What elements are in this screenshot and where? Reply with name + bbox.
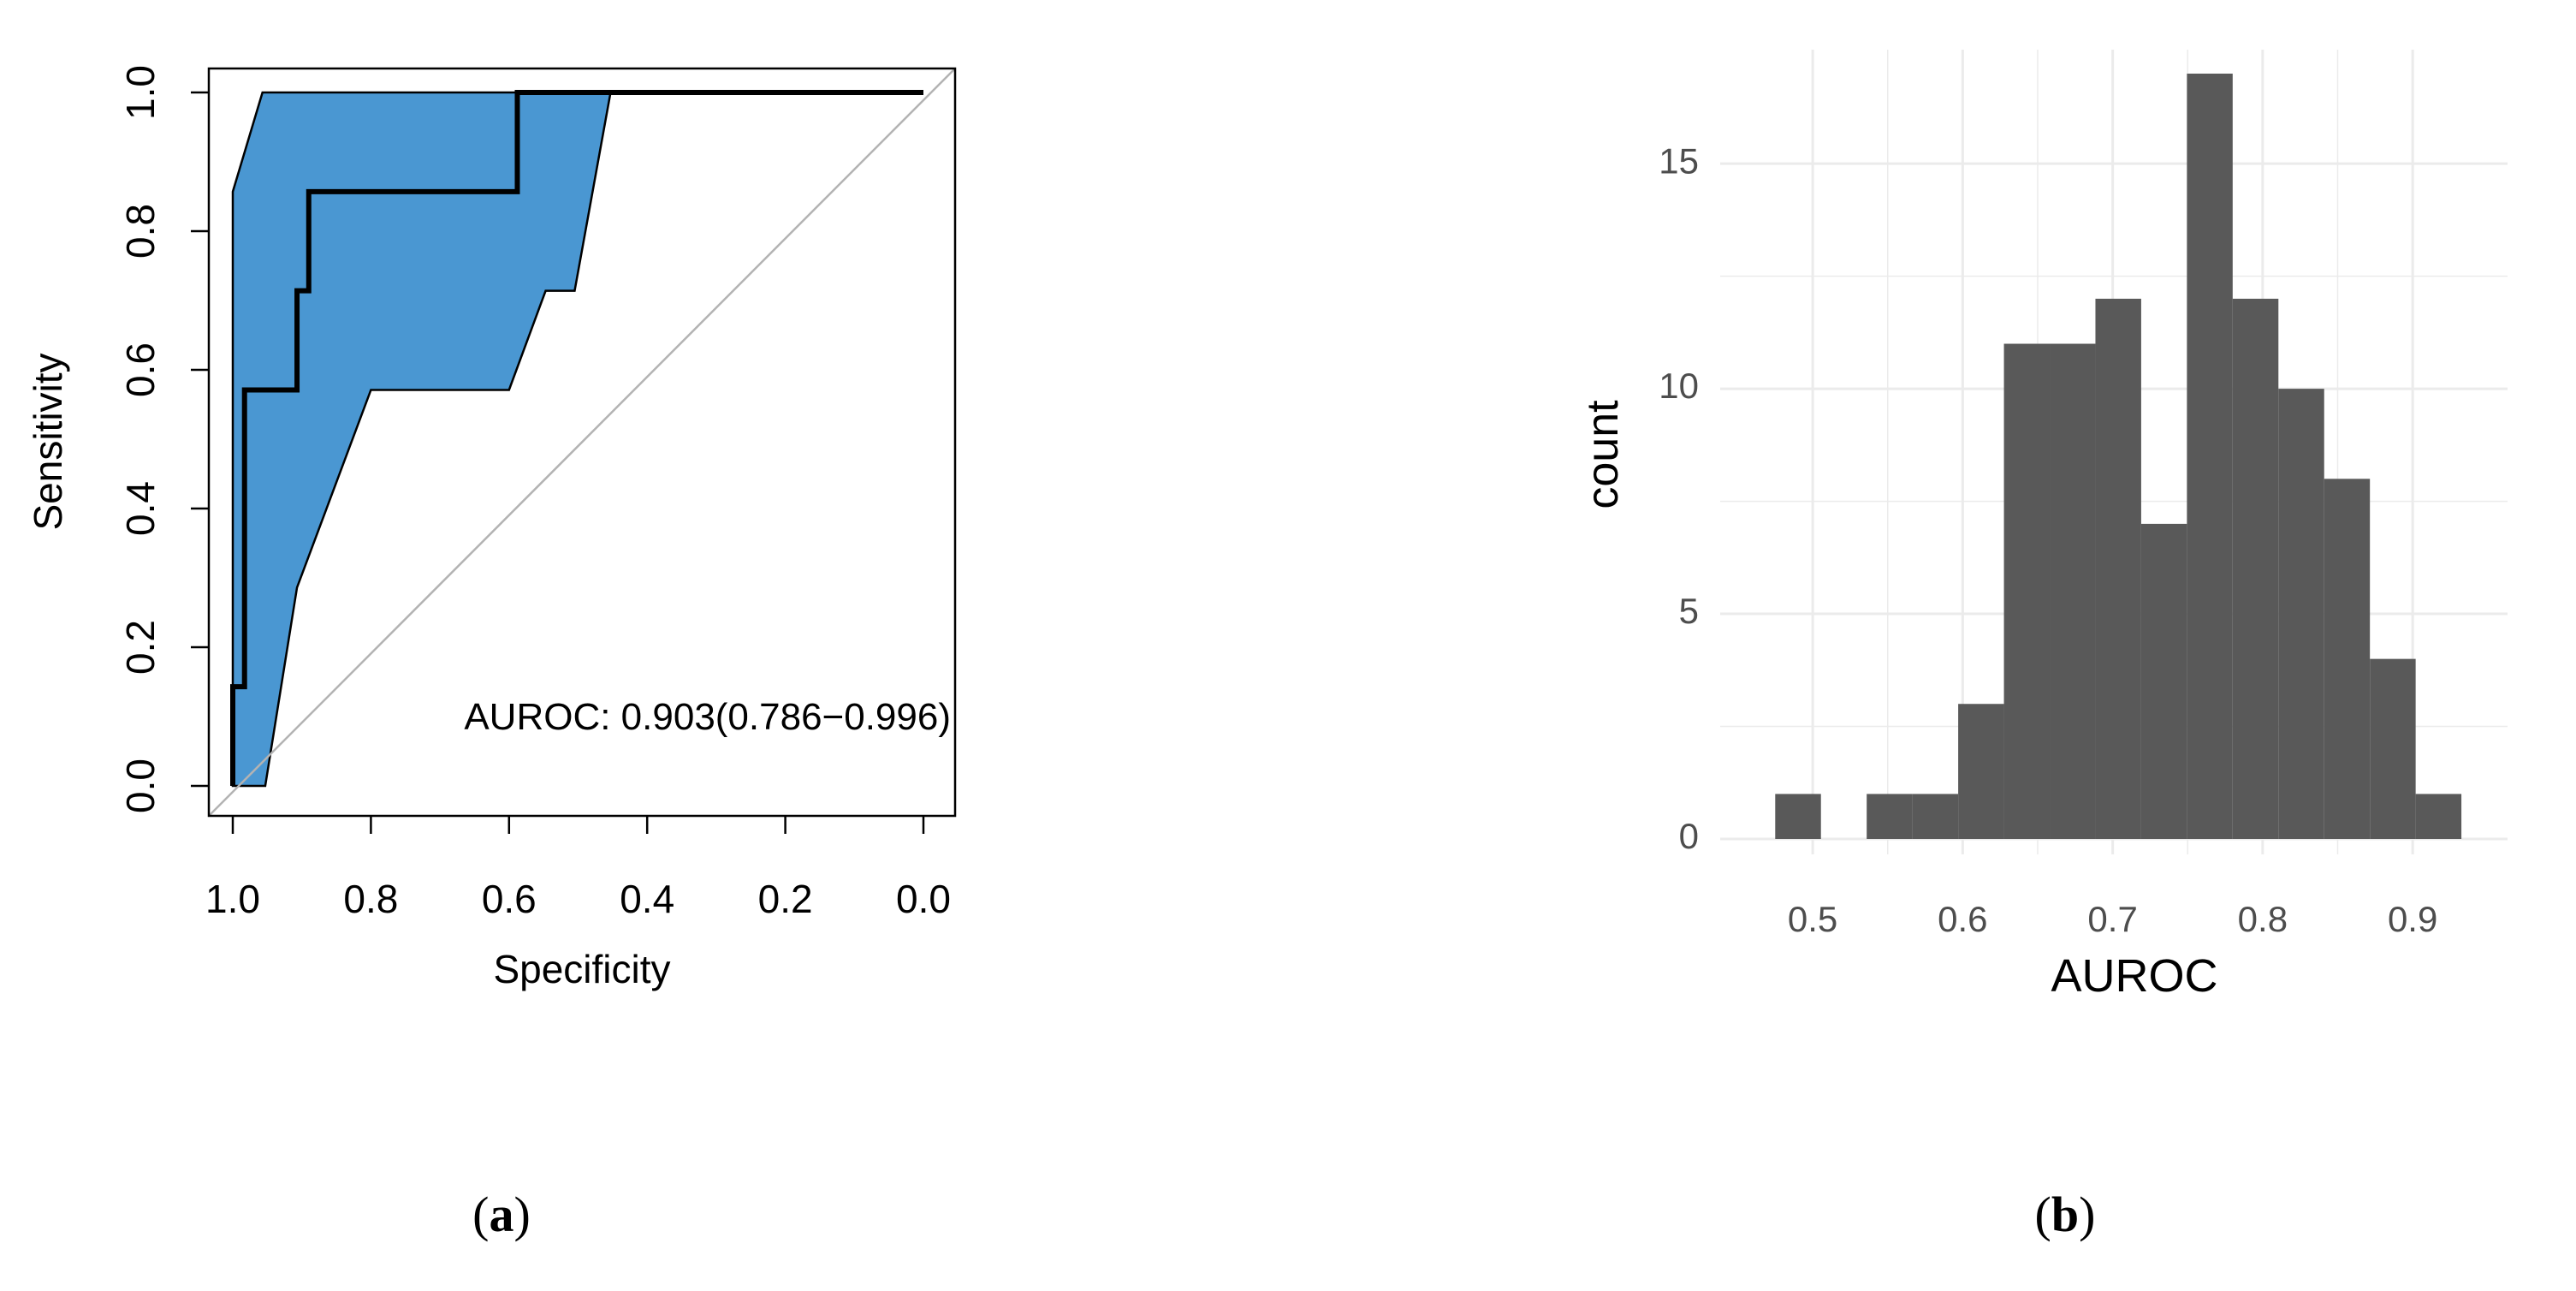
histogram-bar [2140, 523, 2187, 839]
roc-curve-line [230, 90, 923, 786]
histogram-bar [1775, 794, 1821, 839]
histogram-bar [1958, 704, 2004, 839]
roc-x-tick-label: 0.6 [482, 877, 537, 921]
histogram-y-tick-label: 15 [1659, 140, 1699, 181]
histogram-bar [2278, 389, 2324, 839]
roc-y-tick-label: 0.4 [118, 481, 163, 536]
panel-b-label-letter: b [2051, 1187, 2079, 1242]
histogram-axes: 0.5 0.6 0.7 0.8 0.9 0 5 10 15 [1659, 140, 2437, 939]
roc-chart: 1.0 0.8 0.6 0.4 0.2 0.0 0.0 0.2 0.4 0.6 0.8 1.0 Spe… [26, 65, 957, 991]
histogram-y-tick-label: 10 [1659, 366, 1699, 406]
roc-curve-layer [230, 90, 923, 786]
roc-y-tick-label: 0.6 [118, 342, 163, 397]
histogram-x-tick-label: 0.8 [2238, 899, 2288, 939]
histogram-bar [1867, 794, 1913, 839]
histogram-bar [2095, 298, 2141, 839]
roc-x-tick-label: 0.4 [620, 877, 674, 921]
panel-b-label-close: ) [2079, 1187, 2095, 1242]
histogram-bar [2003, 343, 2051, 839]
histogram-bars [1775, 74, 2462, 839]
roc-x-tick-label: 1.0 [205, 877, 260, 921]
histogram-bar [2370, 658, 2416, 839]
histogram-bar [1912, 794, 1959, 839]
roc-y-axis-title: Sensitivity [26, 353, 70, 530]
roc-y-tick-label: 0.0 [118, 759, 163, 813]
panel-a-label-open: ( [472, 1187, 489, 1242]
roc-x-tick-label: 0.0 [896, 877, 951, 921]
histogram-bar [2415, 794, 2462, 839]
histogram-bar [2050, 343, 2096, 839]
panel-b-label: (b) [2035, 1187, 2096, 1242]
panel-a-label: (a) [472, 1187, 531, 1242]
reference-diagonal [208, 68, 956, 817]
panel-b-label-open: ( [2035, 1187, 2051, 1242]
reference-line-layer [208, 68, 956, 817]
roc-x-tick-label: 0.8 [343, 877, 398, 921]
roc-x-axis-title: Specificity [493, 947, 670, 991]
panel-a-label-close: ) [514, 1187, 531, 1242]
histogram-y-tick-label: 0 [1679, 816, 1699, 856]
histogram-bar [2324, 479, 2371, 839]
histogram-bar [2187, 74, 2233, 839]
histogram-y-axis-title: count [1578, 400, 1628, 509]
roc-plot-box [207, 67, 957, 818]
roc-x-tick-label: 0.2 [758, 877, 813, 921]
roc-axes: 1.0 0.8 0.6 0.4 0.2 0.0 0.0 0.2 0.4 0.6 0.8 1.0 [118, 65, 951, 921]
roc-y-tick-label: 0.8 [118, 204, 163, 259]
histogram-x-tick-label: 0.7 [2087, 899, 2137, 939]
histogram-x-tick-label: 0.9 [2388, 899, 2437, 939]
histogram-x-axis-title: AUROC [2051, 950, 2217, 1002]
histogram-bar [2232, 298, 2279, 839]
roc-y-tick-label: 1.0 [118, 65, 163, 120]
histogram-x-tick-label: 0.6 [1938, 899, 1987, 939]
histogram-x-tick-label: 0.5 [1788, 899, 1837, 939]
roc-y-tick-label: 0.2 [118, 620, 163, 675]
histogram-y-tick-label: 5 [1679, 591, 1699, 631]
auroc-annotation: AUROC: 0.903(0.786−0.996) [464, 696, 951, 738]
panel-a-label-letter: a [490, 1187, 514, 1242]
histogram-chart: 0.5 0.6 0.7 0.8 0.9 0 5 10 15 AUROC count [1578, 50, 2508, 1002]
